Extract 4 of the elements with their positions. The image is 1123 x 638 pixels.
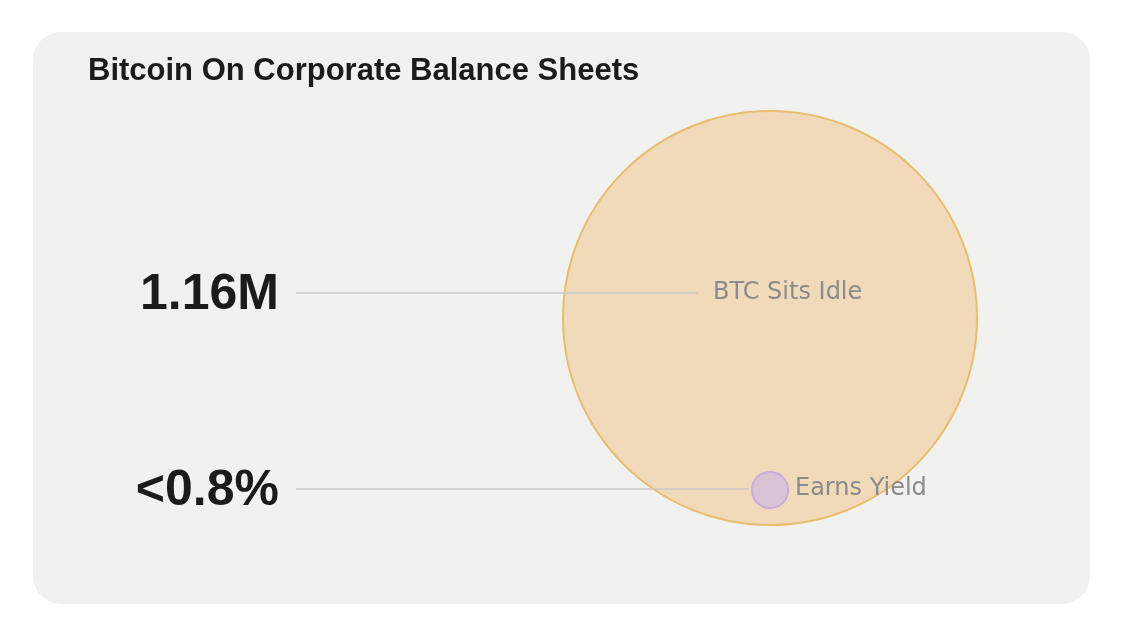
category-label: BTC Sits Idle xyxy=(713,277,863,306)
data-label: <0.8% xyxy=(135,459,279,516)
data-label: 1.16M xyxy=(140,263,279,320)
text: Bitcoin On Corporate Balance Sheets xyxy=(88,52,640,88)
